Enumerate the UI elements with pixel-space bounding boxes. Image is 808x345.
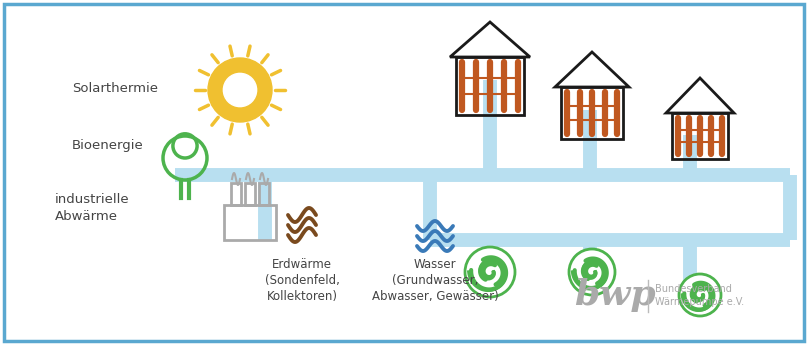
Text: Wärmepumpe e.V.: Wärmepumpe e.V. — [655, 297, 744, 307]
Circle shape — [679, 274, 721, 316]
Circle shape — [465, 247, 515, 297]
Text: Wasser
(Grundwasser,
Abwasser, Gewässer): Wasser (Grundwasser, Abwasser, Gewässer) — [372, 258, 499, 303]
Text: Bundesverband: Bundesverband — [655, 284, 732, 294]
Text: Erdwärme
(Sondenfeld,
Kollektoren): Erdwärme (Sondenfeld, Kollektoren) — [264, 258, 339, 303]
Text: industrielle
Abwärme: industrielle Abwärme — [55, 193, 129, 223]
Bar — [672, 113, 728, 159]
Bar — [231, 183, 241, 205]
Text: Bioenergie: Bioenergie — [72, 138, 144, 151]
Text: Solarthermie: Solarthermie — [72, 81, 158, 95]
Text: bwp: bwp — [574, 278, 656, 312]
Circle shape — [208, 58, 272, 122]
Bar — [456, 57, 524, 115]
Bar — [259, 183, 269, 205]
Circle shape — [569, 249, 615, 295]
Bar — [224, 205, 276, 240]
Circle shape — [223, 73, 257, 107]
Bar — [561, 87, 623, 139]
Bar — [245, 183, 255, 205]
